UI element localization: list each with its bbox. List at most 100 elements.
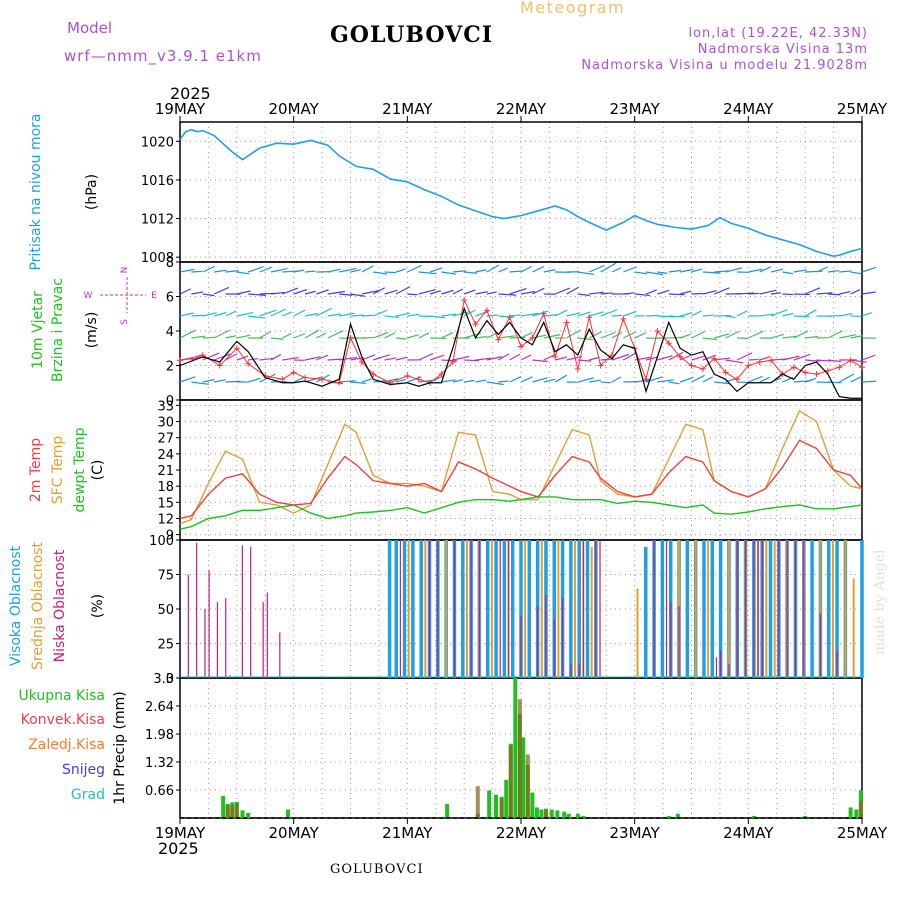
station-title: GOLUBOVCI [330, 22, 494, 48]
wind-barb [509, 287, 527, 295]
wind-barb [736, 310, 748, 317]
wind-barb [486, 264, 500, 273]
wind-barb [554, 356, 568, 361]
precip-conv-bar [858, 801, 863, 818]
wind-barb [248, 266, 264, 273]
wind-barb [464, 271, 477, 274]
wind-barb [259, 331, 272, 339]
precip-conv-bar [544, 809, 549, 818]
y-tick-label: 30 [157, 416, 174, 431]
pressure-line [179, 128, 863, 258]
wind-barb [691, 268, 703, 273]
wind-gust-marker [677, 353, 684, 360]
cloud-low-bar [399, 540, 402, 678]
precip-total-bar [854, 809, 859, 818]
cloud-low-bar [553, 618, 555, 678]
wind-barb [577, 293, 590, 297]
cloud-low-bar [561, 597, 564, 678]
x-tick-label-bottom: 25MAY [837, 824, 888, 842]
precip-total-bar [555, 810, 560, 818]
wind-barb [202, 378, 215, 383]
wind-gust-marker [472, 321, 479, 328]
wind-barb [805, 359, 820, 362]
cloud-low-bar [819, 613, 822, 678]
y-tick-label: 1.98 [145, 728, 174, 743]
cloud-mid-bar [831, 540, 834, 678]
wind-barb [668, 315, 685, 318]
wind-barb [395, 268, 406, 273]
x-tick-label-top: 25MAY [837, 100, 888, 118]
wind-barb [520, 290, 536, 295]
wind-gust-marker [824, 367, 831, 374]
cloud-mid-bar [490, 540, 493, 678]
wind-barb [213, 353, 231, 361]
wind-barb [623, 292, 635, 295]
wind-barb [407, 313, 420, 317]
wind-barb [668, 351, 684, 361]
cloud-low-bar [478, 540, 481, 678]
wind-barb [282, 332, 292, 339]
cloud-high-bar [660, 540, 665, 678]
wind-barb [634, 293, 650, 297]
wind-barb [384, 315, 400, 319]
wind-barb [316, 332, 327, 339]
wind-barb [782, 271, 794, 275]
wind-speed-line [179, 306, 862, 399]
wind-barb [418, 271, 437, 275]
cloud-low-bar [570, 664, 572, 678]
cloud-high-bar [494, 540, 498, 678]
wind-barb [657, 355, 673, 361]
cloud-low-bar [720, 650, 722, 678]
wind-barb [293, 377, 304, 383]
precip-total-bar [562, 811, 567, 818]
wind-barb [839, 334, 857, 339]
wind-gust-marker [608, 352, 615, 359]
wind-barb [339, 380, 356, 383]
wind-barb [623, 266, 638, 273]
cloud-low-bar [470, 540, 472, 678]
wind-barb [373, 271, 388, 275]
wind-gust-marker [290, 369, 297, 376]
y-tick-label: 1.32 [145, 756, 174, 771]
x-tick-label-top: 22MAY [496, 100, 547, 118]
y-axis-unit-pressure: (hPa) [84, 174, 100, 210]
cloud-low-bar [225, 597, 227, 678]
wind-barb [350, 357, 364, 361]
wind-barb [384, 357, 397, 361]
wind-barb [554, 374, 568, 383]
wind-barb [316, 374, 330, 383]
y-axis-label-pressure: Pritisak na nivou mora [28, 113, 44, 270]
precip-conv-bar [475, 786, 480, 818]
wind-barb [543, 378, 556, 383]
y-axis-label-temp-0: 2m Temp [28, 438, 44, 502]
wind-barb [270, 291, 285, 295]
wind-barb [395, 356, 408, 361]
direction-legend-cross [100, 277, 146, 313]
cloud-high-bar [552, 540, 557, 678]
precip-legend-item: Zaledj.Kisa [28, 737, 105, 753]
wind-barb [827, 359, 842, 363]
precip-total-bar [666, 815, 671, 818]
cloud-low-bar [670, 602, 672, 678]
wind-barb [588, 331, 602, 339]
wind-barb [304, 376, 322, 383]
wind-barb [179, 376, 196, 383]
wind-barb [645, 289, 657, 295]
wind-barb [793, 269, 808, 273]
wind-barb [793, 330, 809, 339]
wind-barb [770, 268, 784, 273]
precip-total-bar [221, 795, 226, 818]
cloud-low-bar [428, 540, 431, 678]
wind-barb [429, 267, 443, 273]
cloud-low-bar [715, 657, 718, 678]
cloud-high-bar [585, 540, 590, 678]
x-tick-label-top: 23MAY [610, 100, 661, 118]
precip-total-bar [246, 812, 251, 818]
wind-barb [270, 308, 287, 317]
cloud-low-bar [728, 664, 730, 678]
wind-barb [657, 379, 674, 383]
precip-conv-bar [508, 745, 513, 818]
wind-barb [213, 329, 230, 339]
wind-barb [191, 381, 210, 385]
